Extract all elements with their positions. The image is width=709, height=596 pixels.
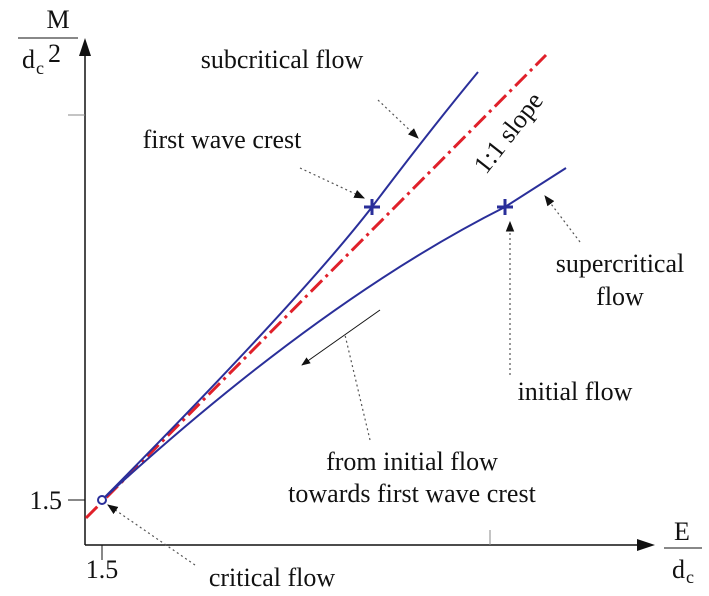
- label: critical flow: [209, 563, 336, 592]
- x-label-den: d: [672, 555, 685, 584]
- pointer: [299, 167, 365, 199]
- pointer: [107, 504, 196, 566]
- y-tick-label: 1.5: [30, 486, 63, 515]
- label: initial flow: [518, 377, 633, 406]
- initial-marker: [497, 199, 513, 215]
- label: 1:1 slope: [468, 87, 549, 179]
- critical-point: [97, 495, 107, 505]
- label: supercritical: [556, 249, 685, 278]
- subcritical-curve: [101, 71, 479, 501]
- x-tick-label: 1.5: [86, 555, 119, 584]
- y-label-den: d: [22, 45, 35, 74]
- x-label-num: E: [674, 517, 690, 546]
- label: towards first wave crest: [288, 479, 536, 508]
- x-label-sub: c: [686, 567, 694, 587]
- pointer: [377, 99, 419, 139]
- direction-arrow: [301, 309, 381, 366]
- y-label-sup: 2: [48, 39, 61, 68]
- label: subcritical flow: [201, 45, 364, 74]
- pointer: [544, 195, 581, 243]
- supercritical-curve: [101, 167, 567, 501]
- crest-marker: [364, 199, 380, 215]
- label: flow: [596, 282, 644, 311]
- y-label-sub: c: [36, 58, 44, 78]
- x-arrow: [637, 539, 655, 551]
- slope-line: [84, 53, 548, 520]
- label: first wave crest: [143, 125, 303, 154]
- label: from initial flow: [326, 447, 498, 476]
- y-label-num: M: [46, 5, 69, 34]
- y-arrow: [79, 38, 91, 56]
- pointer: [344, 334, 371, 441]
